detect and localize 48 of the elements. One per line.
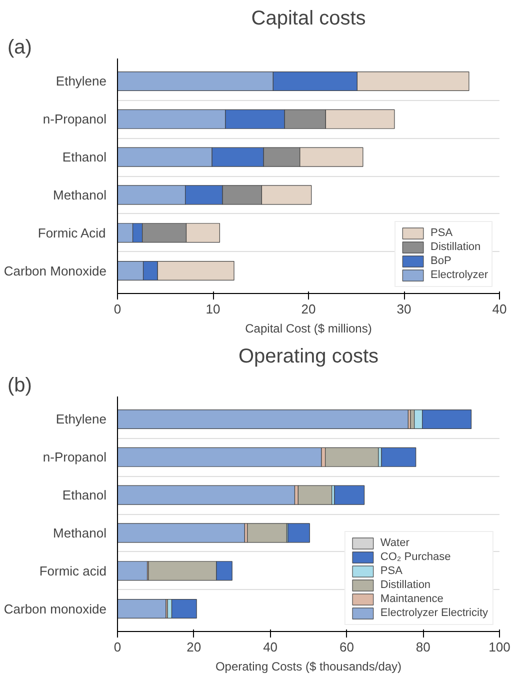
text: (b)	[8, 374, 32, 396]
legend-label: Electrolyzer	[430, 269, 488, 281]
legend-label: BoP	[430, 255, 452, 267]
x-tick-label: 20	[301, 302, 316, 316]
x-tick-label: 10	[206, 302, 220, 316]
y-tick-label: Methanol	[53, 187, 107, 202]
bar	[381, 447, 416, 467]
legend-label: Distillation	[430, 241, 481, 253]
bar	[334, 485, 365, 505]
y-tick-label: n-Propanol	[42, 450, 107, 465]
x-tick-label: 80	[416, 640, 430, 654]
x-axis-title: Capital Cost ($ millions)	[245, 322, 372, 336]
bar	[171, 598, 197, 619]
x-tick-label: 0	[114, 640, 122, 654]
y-tick-label: Formic Acid	[38, 225, 106, 240]
x-axis-title: Operating Costs ($ thousands/day)	[215, 660, 402, 674]
bar	[118, 523, 246, 543]
legend-label: Water	[380, 537, 410, 549]
x-tick-label: 100	[488, 640, 510, 654]
y-tick-label: Carbon Monoxide	[4, 263, 107, 278]
x-tick-label: 60	[339, 640, 354, 654]
x-tick-label: 40	[492, 302, 507, 316]
legend-label: CO₂ Purchase	[380, 551, 451, 563]
x-tick-label: 30	[396, 302, 412, 316]
legend-label: Electrolyzer Electricity	[380, 607, 488, 619]
bar	[118, 485, 296, 505]
legend-label: PSA	[430, 227, 453, 239]
y-tick-label: Carbon monoxide	[4, 601, 107, 616]
y-tick-label: Ethanol	[62, 488, 107, 503]
y-tick-label: Formic acid	[39, 563, 107, 578]
y-tick-label: Methanol	[53, 525, 107, 540]
chart-title: Capital costs	[251, 8, 366, 30]
x-tick-label: 40	[263, 640, 278, 654]
y-tick-label: Ethylene	[56, 74, 107, 89]
text: (a)	[8, 36, 32, 58]
x-tick-label: 0	[114, 302, 122, 316]
y-tick-label: Ethanol	[62, 150, 107, 165]
bar	[118, 447, 322, 467]
legend-label: PSA	[380, 565, 402, 577]
bar	[298, 485, 332, 505]
legend-label: Maintanence	[380, 593, 444, 605]
y-tick-label: Ethylene	[56, 412, 107, 427]
bar	[325, 447, 379, 467]
x-tick-label: 20	[186, 640, 202, 654]
y-tick-label: n-Propanol	[42, 112, 107, 127]
legend-label: Distillation	[380, 579, 431, 591]
chart-title: Operating costs	[238, 346, 379, 368]
bar	[118, 409, 408, 430]
